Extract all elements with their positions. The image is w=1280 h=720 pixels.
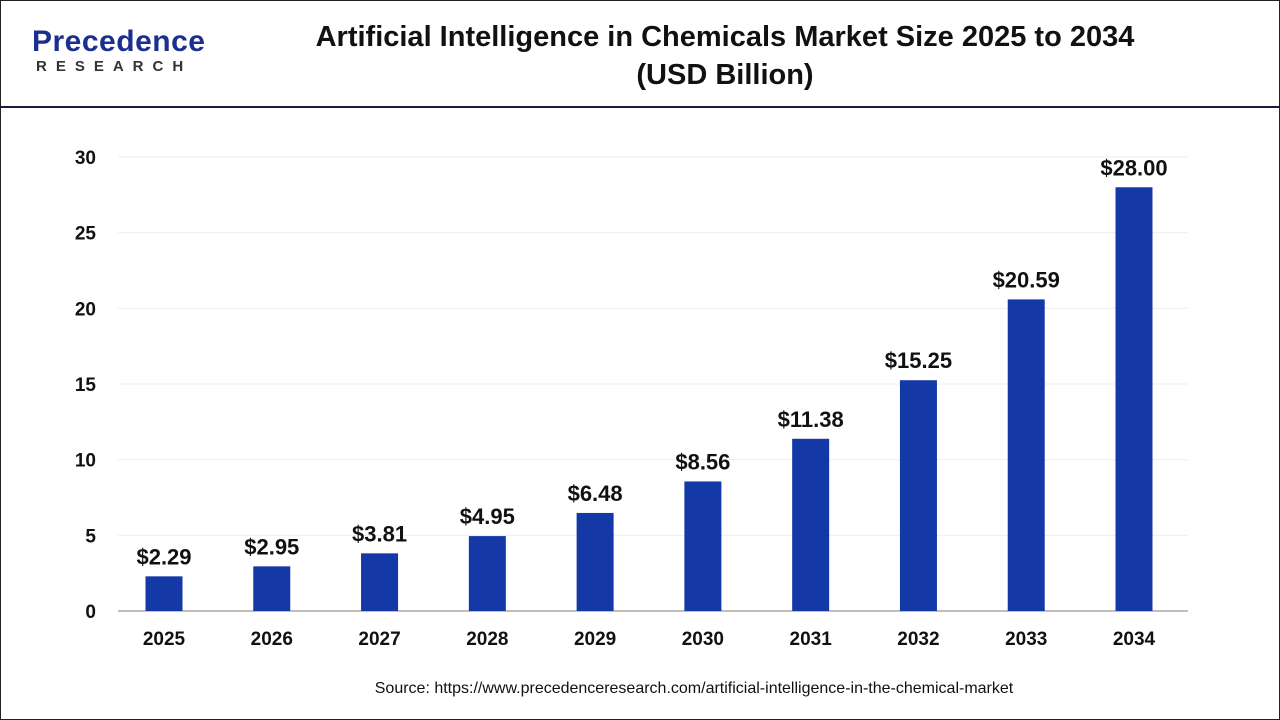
data-label: $2.29 (136, 544, 191, 569)
x-tick-label: 2032 (897, 629, 939, 650)
x-tick-label: 2034 (1113, 629, 1156, 650)
title-line: Artificial Intelligence in Chemicals Mar… (315, 21, 1135, 53)
x-tick-label: 2025 (143, 629, 186, 650)
bar (1115, 187, 1153, 611)
logo-wordmark: Precedence (32, 25, 206, 58)
bar (253, 566, 291, 611)
subtitle-line: (USD Billion) (636, 59, 814, 91)
data-label: $4.95 (460, 504, 515, 529)
data-label: $20.59 (993, 267, 1060, 292)
x-tick-label: 2027 (358, 629, 400, 650)
x-tick-label: 2033 (1005, 629, 1047, 650)
data-label: $15.25 (885, 348, 952, 373)
data-label: $2.95 (244, 534, 299, 559)
y-tick-label: 25 (75, 224, 97, 245)
data-label: $11.38 (778, 407, 844, 432)
bar (684, 481, 722, 611)
bar (792, 438, 830, 611)
bar (1007, 299, 1045, 611)
bar (468, 536, 506, 611)
x-tick-label: 2029 (574, 629, 616, 650)
bar (361, 553, 399, 611)
chart-title: Artificial Intelligence in Chemicals Mar… (230, 18, 1220, 94)
x-tick-label: 2026 (251, 629, 293, 650)
data-label: $28.00 (1100, 155, 1167, 180)
data-label: $8.56 (675, 449, 730, 474)
source-note: Source: https://www.precedenceresearch.c… (374, 680, 1014, 697)
x-tick-label: 2031 (790, 629, 833, 650)
data-label: $3.81 (352, 521, 407, 546)
x-tick-label: 2028 (466, 629, 508, 650)
y-tick-label: 20 (75, 299, 96, 320)
y-tick-label: 5 (85, 526, 96, 547)
y-tick-label: 30 (75, 148, 96, 169)
y-tick-label: 10 (75, 451, 96, 472)
y-tick-label: 15 (75, 375, 97, 396)
logo-subtitle: RESEARCH (36, 58, 193, 75)
bar (145, 576, 183, 611)
logo: Precedence RESEARCH (32, 25, 206, 76)
y-tick-label: 0 (85, 602, 96, 623)
bar (576, 512, 614, 611)
data-label: $6.48 (568, 481, 623, 506)
header-divider (0, 106, 1280, 108)
bar (899, 380, 937, 611)
x-tick-label: 2030 (682, 629, 724, 650)
